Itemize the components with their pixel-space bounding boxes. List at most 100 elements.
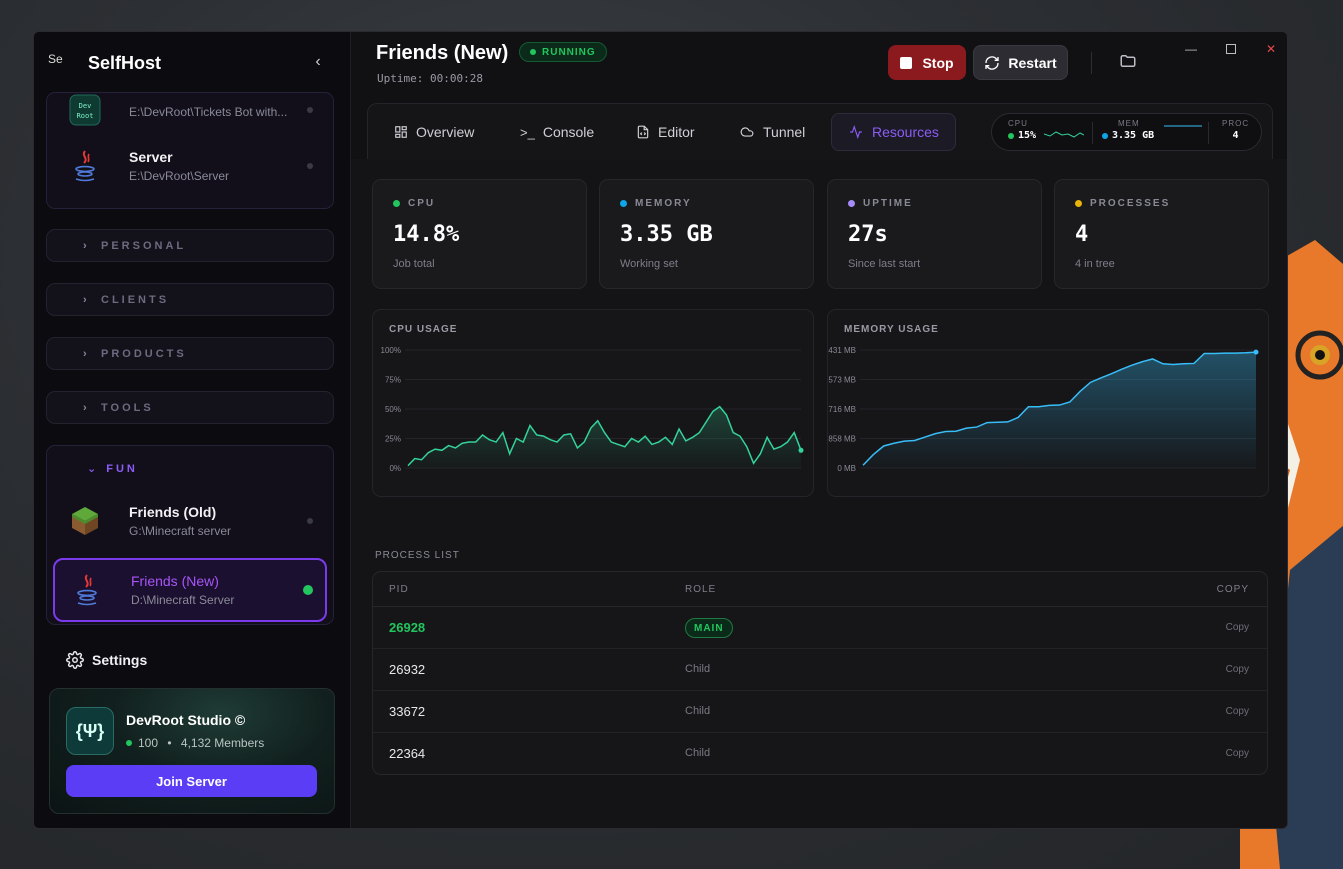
last-point (798, 447, 804, 453)
stat-card-processes: PROCESSES 4 4 in tree (1054, 179, 1269, 289)
group-label: TOOLS (101, 401, 154, 414)
processes-dot (1075, 200, 1082, 207)
header-role: ROLE (685, 584, 717, 595)
stat-value: 3.35 GB (620, 222, 713, 247)
pid-cell: 33672 (389, 704, 426, 719)
table-row: 22364 Child Copy (373, 733, 1267, 774)
tab-label: Editor (658, 124, 695, 140)
server-item-tickets-bot[interactable]: Dev Root E:\DevRoot\Tickets Bot with... (53, 79, 327, 141)
copy-button[interactable]: Copy (1225, 622, 1249, 633)
server-path: G:\Minecraft server (129, 524, 232, 538)
server-item-server[interactable]: Server E:\DevRoot\Server (53, 135, 327, 197)
group-fun: ⌄ FUN Friends (Old) G:\Minecraft server (46, 445, 334, 625)
settings-button[interactable]: Settings (66, 651, 147, 669)
chart-title: MEMORY USAGE (844, 324, 939, 335)
server-path: E:\DevRoot\Server (129, 169, 230, 183)
header-copy: COPY (1216, 584, 1249, 595)
group-clients[interactable]: › CLIENTS (46, 283, 334, 316)
mini-mem-label: MEM (1118, 119, 1140, 128)
y-tick-label: 858 MB (828, 435, 856, 444)
minimize-button[interactable]: — (1179, 40, 1203, 58)
server-name: Friends (New) (131, 573, 219, 589)
mini-divider (1208, 122, 1209, 144)
cloud-icon (740, 127, 754, 137)
role-cell: Child (685, 747, 711, 759)
mini-proc-label: PROC (1222, 119, 1250, 128)
server-item-friends-old[interactable]: Friends (Old) G:\Minecraft server (53, 490, 327, 552)
mini-cpu: CPU 15% (1008, 119, 1036, 141)
devroot-icon: Dev Root (65, 90, 105, 130)
open-folder-button[interactable] (1119, 52, 1139, 72)
memory-usage-chart: MEMORY USAGE 3431 MB 2573 MB 1716 MB 858 MB… (827, 309, 1269, 497)
role-badge-main: MAIN (685, 618, 733, 638)
mini-proc: PROC 4 (1222, 119, 1249, 141)
group-fun-header[interactable]: ⌄ FUN (87, 462, 138, 476)
server-name: Friends (Old) (129, 504, 217, 520)
server-name: Server (129, 149, 173, 165)
series-line (407, 405, 802, 467)
group-label: PRODUCTS (101, 347, 187, 360)
svg-text:Dev: Dev (79, 102, 92, 110)
cpu-dot (393, 200, 400, 207)
server-item-friends-new[interactable]: Friends (New) D:\Minecraft Server (53, 558, 327, 622)
resources-content: CPU 14.8% Job total MEMORY 3.35 GB Worki… (351, 159, 1287, 828)
y-tick-label: 25% (385, 435, 401, 444)
stat-card-memory: MEMORY 3.35 GB Working set (599, 179, 814, 289)
y-tick-label: 100% (381, 346, 401, 355)
stat-card-cpu: CPU 14.8% Job total (372, 179, 587, 289)
copy-button[interactable]: Copy (1225, 664, 1249, 675)
copy-button[interactable]: Copy (1225, 706, 1249, 717)
chart-title: CPU USAGE (389, 324, 458, 335)
gear-icon (66, 651, 84, 669)
copy-button[interactable]: Copy (1225, 748, 1249, 759)
status-text: RUNNING (542, 46, 596, 58)
close-window-button[interactable]: ✕ (1259, 40, 1283, 58)
mini-cpu-value: 15% (1018, 130, 1037, 141)
stat-card-uptime: UPTIME 27s Since last start (827, 179, 1042, 289)
group-products[interactable]: › PRODUCTS (46, 337, 334, 370)
status-dot (307, 518, 313, 524)
join-server-button[interactable]: Join Server (66, 765, 317, 797)
group-personal[interactable]: › PERSONAL (46, 229, 334, 262)
mini-cpu-sparkline (1044, 131, 1084, 138)
tab-label: Console (542, 124, 595, 140)
online-count: 100 (138, 736, 159, 750)
cpu-usage-chart: CPU USAGE 100% 75% 50% 25% 0% (372, 309, 814, 497)
process-table-header: PID ROLE COPY (373, 572, 1267, 607)
pid-cell: 26932 (389, 662, 426, 677)
collapse-sidebar-button[interactable]: ‹ (306, 50, 330, 74)
tab-resources[interactable]: Resources (831, 113, 956, 151)
settings-label: Settings (92, 652, 148, 668)
tab-editor[interactable]: Editor (620, 113, 711, 151)
stop-button[interactable]: Stop (888, 45, 966, 80)
y-tick-label: 3431 MB (828, 346, 856, 355)
chevron-right-icon: › (83, 401, 87, 414)
maximize-button[interactable] (1219, 40, 1243, 58)
app-window: Se SelfHost ‹ Dev Root E:\DevRoot\Tickets… (33, 31, 1288, 829)
group-tools[interactable]: › TOOLS (46, 391, 334, 424)
process-table: PID ROLE COPY 26928 MAIN Copy 26932 Chil… (372, 571, 1268, 775)
stop-icon (900, 56, 913, 69)
header: Friends (New) RUNNING Uptime: 00:00:28 S… (351, 32, 1287, 94)
maximize-icon (1226, 44, 1236, 54)
stat-value: 4 (1075, 222, 1089, 247)
restart-button[interactable]: Restart (973, 45, 1068, 80)
tab-console[interactable]: >_ Console (504, 113, 610, 151)
tab-overview[interactable]: Overview (378, 113, 490, 151)
tab-tunnel[interactable]: Tunnel (723, 113, 821, 151)
stat-value: 27s (848, 222, 888, 247)
close-icon: ✕ (1265, 42, 1277, 56)
brand-logo: Se (48, 52, 63, 66)
y-tick-label: 0 MB (837, 464, 856, 473)
stat-sub: Since last start (848, 258, 921, 270)
stat-sub: 4 in tree (1075, 258, 1115, 270)
sidebar: Se SelfHost ‹ Dev Root E:\DevRoot\Tickets… (34, 32, 351, 828)
status-dot (307, 163, 313, 169)
y-tick-label: 0% (389, 464, 401, 473)
pid-cell: 26928 (389, 620, 426, 635)
chevron-left-icon: ‹ (315, 53, 321, 70)
last-point (1253, 349, 1259, 355)
devroot-studio-logo: {Ψ} (66, 707, 114, 755)
chevron-down-icon: ⌄ (87, 463, 97, 475)
tab-bar: Overview >_ Console Editor Tunnel Resour… (367, 103, 1273, 159)
